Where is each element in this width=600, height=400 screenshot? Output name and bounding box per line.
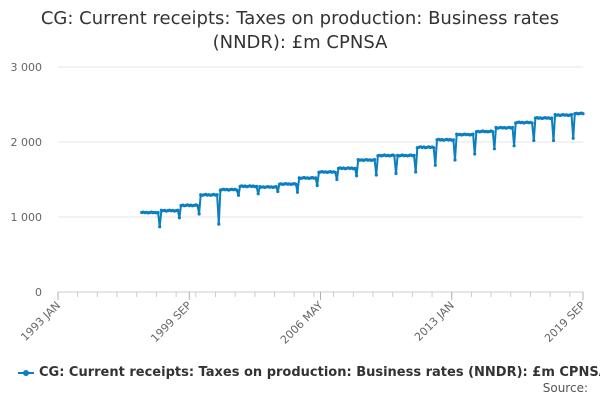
x-tick-label: 2006 MAY xyxy=(278,299,326,347)
data-point xyxy=(433,163,437,167)
data-point xyxy=(217,222,221,226)
data-point xyxy=(412,153,416,157)
series-line xyxy=(141,112,584,228)
chart-title-line-2: (NNDR): £m CPNSA xyxy=(212,32,388,53)
data-point xyxy=(512,144,516,148)
data-point xyxy=(156,210,160,215)
data-point xyxy=(236,193,241,197)
data-point xyxy=(510,125,515,130)
source-label: Source: xyxy=(542,381,588,395)
data-point xyxy=(176,208,180,212)
data-point xyxy=(530,121,534,125)
data-point xyxy=(355,174,359,178)
data-point xyxy=(353,166,357,170)
data-point xyxy=(451,138,455,142)
chart-title: CG: Current receipts: Taxes on productio… xyxy=(0,7,600,55)
data-point xyxy=(471,132,475,136)
data-point xyxy=(571,136,575,140)
data-point xyxy=(197,212,201,216)
legend-swatch-icon xyxy=(18,367,34,379)
data-point xyxy=(314,176,318,180)
data-point xyxy=(315,183,319,188)
x-tick-label: 2019 SEP xyxy=(542,299,588,345)
data-point xyxy=(569,113,574,117)
data-point xyxy=(491,130,495,134)
data-point xyxy=(256,192,260,196)
data-point xyxy=(453,158,457,162)
y-tick-label: 3 000 xyxy=(11,61,43,74)
y-axis: 0 1 000 2 000 3 000 xyxy=(11,61,43,299)
data-point xyxy=(373,158,377,162)
data-point xyxy=(581,112,585,116)
data-point xyxy=(276,189,280,194)
series-nndr xyxy=(140,111,585,229)
data-point xyxy=(215,193,219,197)
chart-title-line-1: CG: Current receipts: Taxes on productio… xyxy=(40,8,560,29)
x-axis: 1993 JAN 1999 SEP 2006 MAY 2013 JAN 2019 SEP xyxy=(18,292,588,347)
data-point xyxy=(550,116,554,120)
data-point xyxy=(473,152,477,156)
legend[interactable]: CG: Current receipts: Taxes on productio… xyxy=(18,365,600,380)
data-point xyxy=(177,216,181,220)
data-point xyxy=(492,147,496,151)
data-point xyxy=(254,184,259,188)
x-tick-label: 1993 JAN xyxy=(18,299,63,344)
data-point xyxy=(274,185,278,189)
y-tick-label: 1 000 xyxy=(11,211,43,224)
data-point xyxy=(335,177,339,182)
x-tick-label: 2013 JAN xyxy=(412,299,457,344)
data-point xyxy=(532,138,536,143)
gridlines xyxy=(58,66,583,293)
data-point xyxy=(158,225,162,229)
x-tick-label: 1999 SEP xyxy=(148,299,194,345)
data-point xyxy=(392,154,396,158)
y-tick-label: 0 xyxy=(35,286,42,299)
data-point xyxy=(394,171,398,176)
data-point xyxy=(295,190,300,194)
data-point xyxy=(432,146,436,150)
legend-label: CG: Current receipts: Taxes on productio… xyxy=(39,365,600,380)
data-point xyxy=(294,182,298,186)
y-tick-label: 2 000 xyxy=(11,136,43,149)
data-point xyxy=(551,138,556,143)
data-point xyxy=(333,170,337,174)
data-point xyxy=(235,188,239,192)
data-point xyxy=(414,170,418,174)
data-point xyxy=(374,173,378,177)
data-point xyxy=(195,204,200,208)
